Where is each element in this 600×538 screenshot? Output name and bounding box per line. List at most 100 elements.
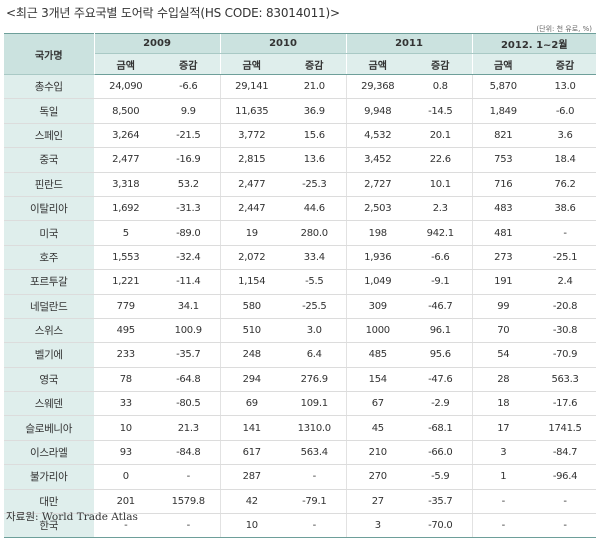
amount-cell: 154 (345, 367, 409, 393)
table-row: 호주 1,553 -32.4 2,072 33.4 1,936 -6.6 273 -25.1 (4, 245, 597, 271)
change-cell: 15.6 (283, 123, 346, 149)
year-header: 2011 (345, 33, 472, 54)
change-cell: -17.6 (534, 391, 597, 417)
year-header-row: 국가명 2009 2010 2011 2012. 1~2월 (4, 33, 597, 75)
amount-cell: - (471, 489, 534, 515)
change-cell: 109.1 (283, 391, 346, 417)
change-cell: 21.3 (157, 415, 220, 441)
change-cell: 1310.0 (283, 415, 346, 441)
amount-cell: 198 (345, 220, 409, 246)
change-cell: 1579.8 (157, 489, 220, 515)
amount-cell: 483 (471, 196, 534, 222)
change-cell: - (534, 220, 597, 246)
change-cell: -46.7 (409, 294, 472, 319)
amount-cell: 580 (219, 294, 283, 319)
change-cell: -84.8 (157, 440, 220, 466)
change-cell: - (283, 513, 346, 538)
change-cell: 53.2 (157, 172, 220, 197)
amount-cell: 753 (471, 147, 534, 173)
table-row: 미국 5 -89.0 19 280.0 198 942.1 481- (4, 220, 597, 246)
country-name: 미국 (4, 220, 95, 246)
table-row: 스페인 3,264 -21.5 3,772 15.6 4,532 20.1 821 3.6 (4, 123, 597, 149)
change-cell: 9.9 (157, 98, 220, 124)
table-row: 중국 2,477 -16.9 2,815 13.6 3,452 22.6 753 18.4 (4, 147, 597, 173)
year-header: 2010 (219, 33, 346, 54)
country-name: 이탈리아 (4, 196, 95, 222)
change-cell: 38.6 (534, 196, 597, 222)
change-cell: 21.0 (283, 74, 346, 100)
import-table: 국가명 2009 2010 2011 2012. 1~2월 금액 증감 금액 증… (4, 33, 597, 538)
amount-cell: 2,727 (345, 172, 409, 197)
source-note: 자료원: World Trade Atlas (6, 511, 138, 523)
change-cell: -25.5 (283, 294, 346, 319)
table-row: 불가리아 0-287-270 -5.9 1 -96.4 (4, 464, 597, 490)
year-header: 2009 (94, 33, 220, 54)
change-cell: -32.4 (157, 245, 220, 271)
amount-cell: 191 (471, 269, 534, 295)
change-cell: 18.4 (534, 147, 597, 173)
amount-cell: 99 (471, 294, 534, 319)
amount-cell: 485 (345, 342, 409, 368)
amount-cell: 3 (471, 440, 534, 466)
amount-cell: 3,318 (93, 172, 157, 197)
amount-cell: 5,870 (471, 74, 534, 100)
change-cell: -70.9 (534, 342, 597, 368)
table-row: 스웨덴 33 -80.5 69 109.1 67 -2.9 18 -17.6 (4, 391, 597, 417)
country-name: 이스라엘 (4, 440, 95, 466)
amount-cell: 8,500 (93, 98, 157, 124)
amount-cell: 270 (345, 464, 409, 490)
change-cell: -16.9 (157, 147, 220, 173)
amount-cell: 29,368 (345, 74, 409, 100)
change-cell: 563.4 (283, 440, 346, 466)
change-cell: -5.5 (283, 269, 346, 295)
table-row: 독일 8,500 9.9 11,635 36.9 9,948 -14.5 1,849 -6.0 (4, 98, 597, 124)
change-cell: 20.1 (409, 123, 472, 149)
change-cell: 2.4 (534, 269, 597, 295)
amount-cell: 510 (219, 318, 283, 344)
amount-cell: 3,772 (219, 123, 283, 149)
change-cell: - (283, 464, 346, 490)
amount-cell: 24,090 (93, 74, 157, 100)
amount-cell: 2,477 (93, 147, 157, 173)
change-cell: -5.9 (409, 464, 472, 490)
amount-header: 금액 (94, 53, 157, 75)
amount-cell: 9,948 (345, 98, 409, 124)
amount-cell: 1,221 (93, 269, 157, 295)
country-name: 호주 (4, 245, 95, 271)
change-cell: -11.4 (157, 269, 220, 295)
amount-cell: 201 (93, 489, 157, 515)
amount-cell: 5 (93, 220, 157, 246)
change-cell: 34.1 (157, 294, 220, 319)
amount-cell: 69 (219, 391, 283, 417)
change-cell: -9.1 (409, 269, 472, 295)
change-cell: 3.0 (283, 318, 346, 344)
amount-cell: 11,635 (219, 98, 283, 124)
table-row: 스위스 495 100.9 510 3.0 1000 96.1 70 -30.8 (4, 318, 597, 344)
amount-cell: 2,072 (219, 245, 283, 271)
amount-cell: 1 (471, 464, 534, 490)
change-cell: -35.7 (157, 342, 220, 368)
table-row: 포르투갈 1,221 -11.4 1,154 -5.5 1,049 -9.1 191 2.4 (4, 269, 597, 295)
change-cell: 22.6 (409, 147, 472, 173)
change-cell: 280.0 (283, 220, 346, 246)
change-cell: -20.8 (534, 294, 597, 319)
change-cell: -35.7 (409, 489, 472, 515)
amount-cell: 3,264 (93, 123, 157, 149)
amount-cell: 4,532 (345, 123, 409, 149)
amount-cell: 716 (471, 172, 534, 197)
amount-cell: 1,154 (219, 269, 283, 295)
table-row: 이탈리아 1,692 -31.3 2,447 44.6 2,503 2.3 483 38.6 (4, 196, 597, 222)
year-header: 2012. 1~2월 (471, 33, 597, 54)
country-column-header: 국가명 (4, 33, 95, 75)
country-name: 불가리아 (4, 464, 95, 490)
amount-cell: 10 (219, 513, 283, 538)
amount-cell: 2,477 (219, 172, 283, 197)
change-cell: 2.3 (409, 196, 472, 222)
amount-cell: 1000 (345, 318, 409, 344)
change-cell: 96.1 (409, 318, 472, 344)
amount-cell: 93 (93, 440, 157, 466)
change-cell: 76.2 (534, 172, 597, 197)
change-cell: 10.1 (409, 172, 472, 197)
amount-cell: 1,849 (471, 98, 534, 124)
country-name: 독일 (4, 98, 95, 124)
